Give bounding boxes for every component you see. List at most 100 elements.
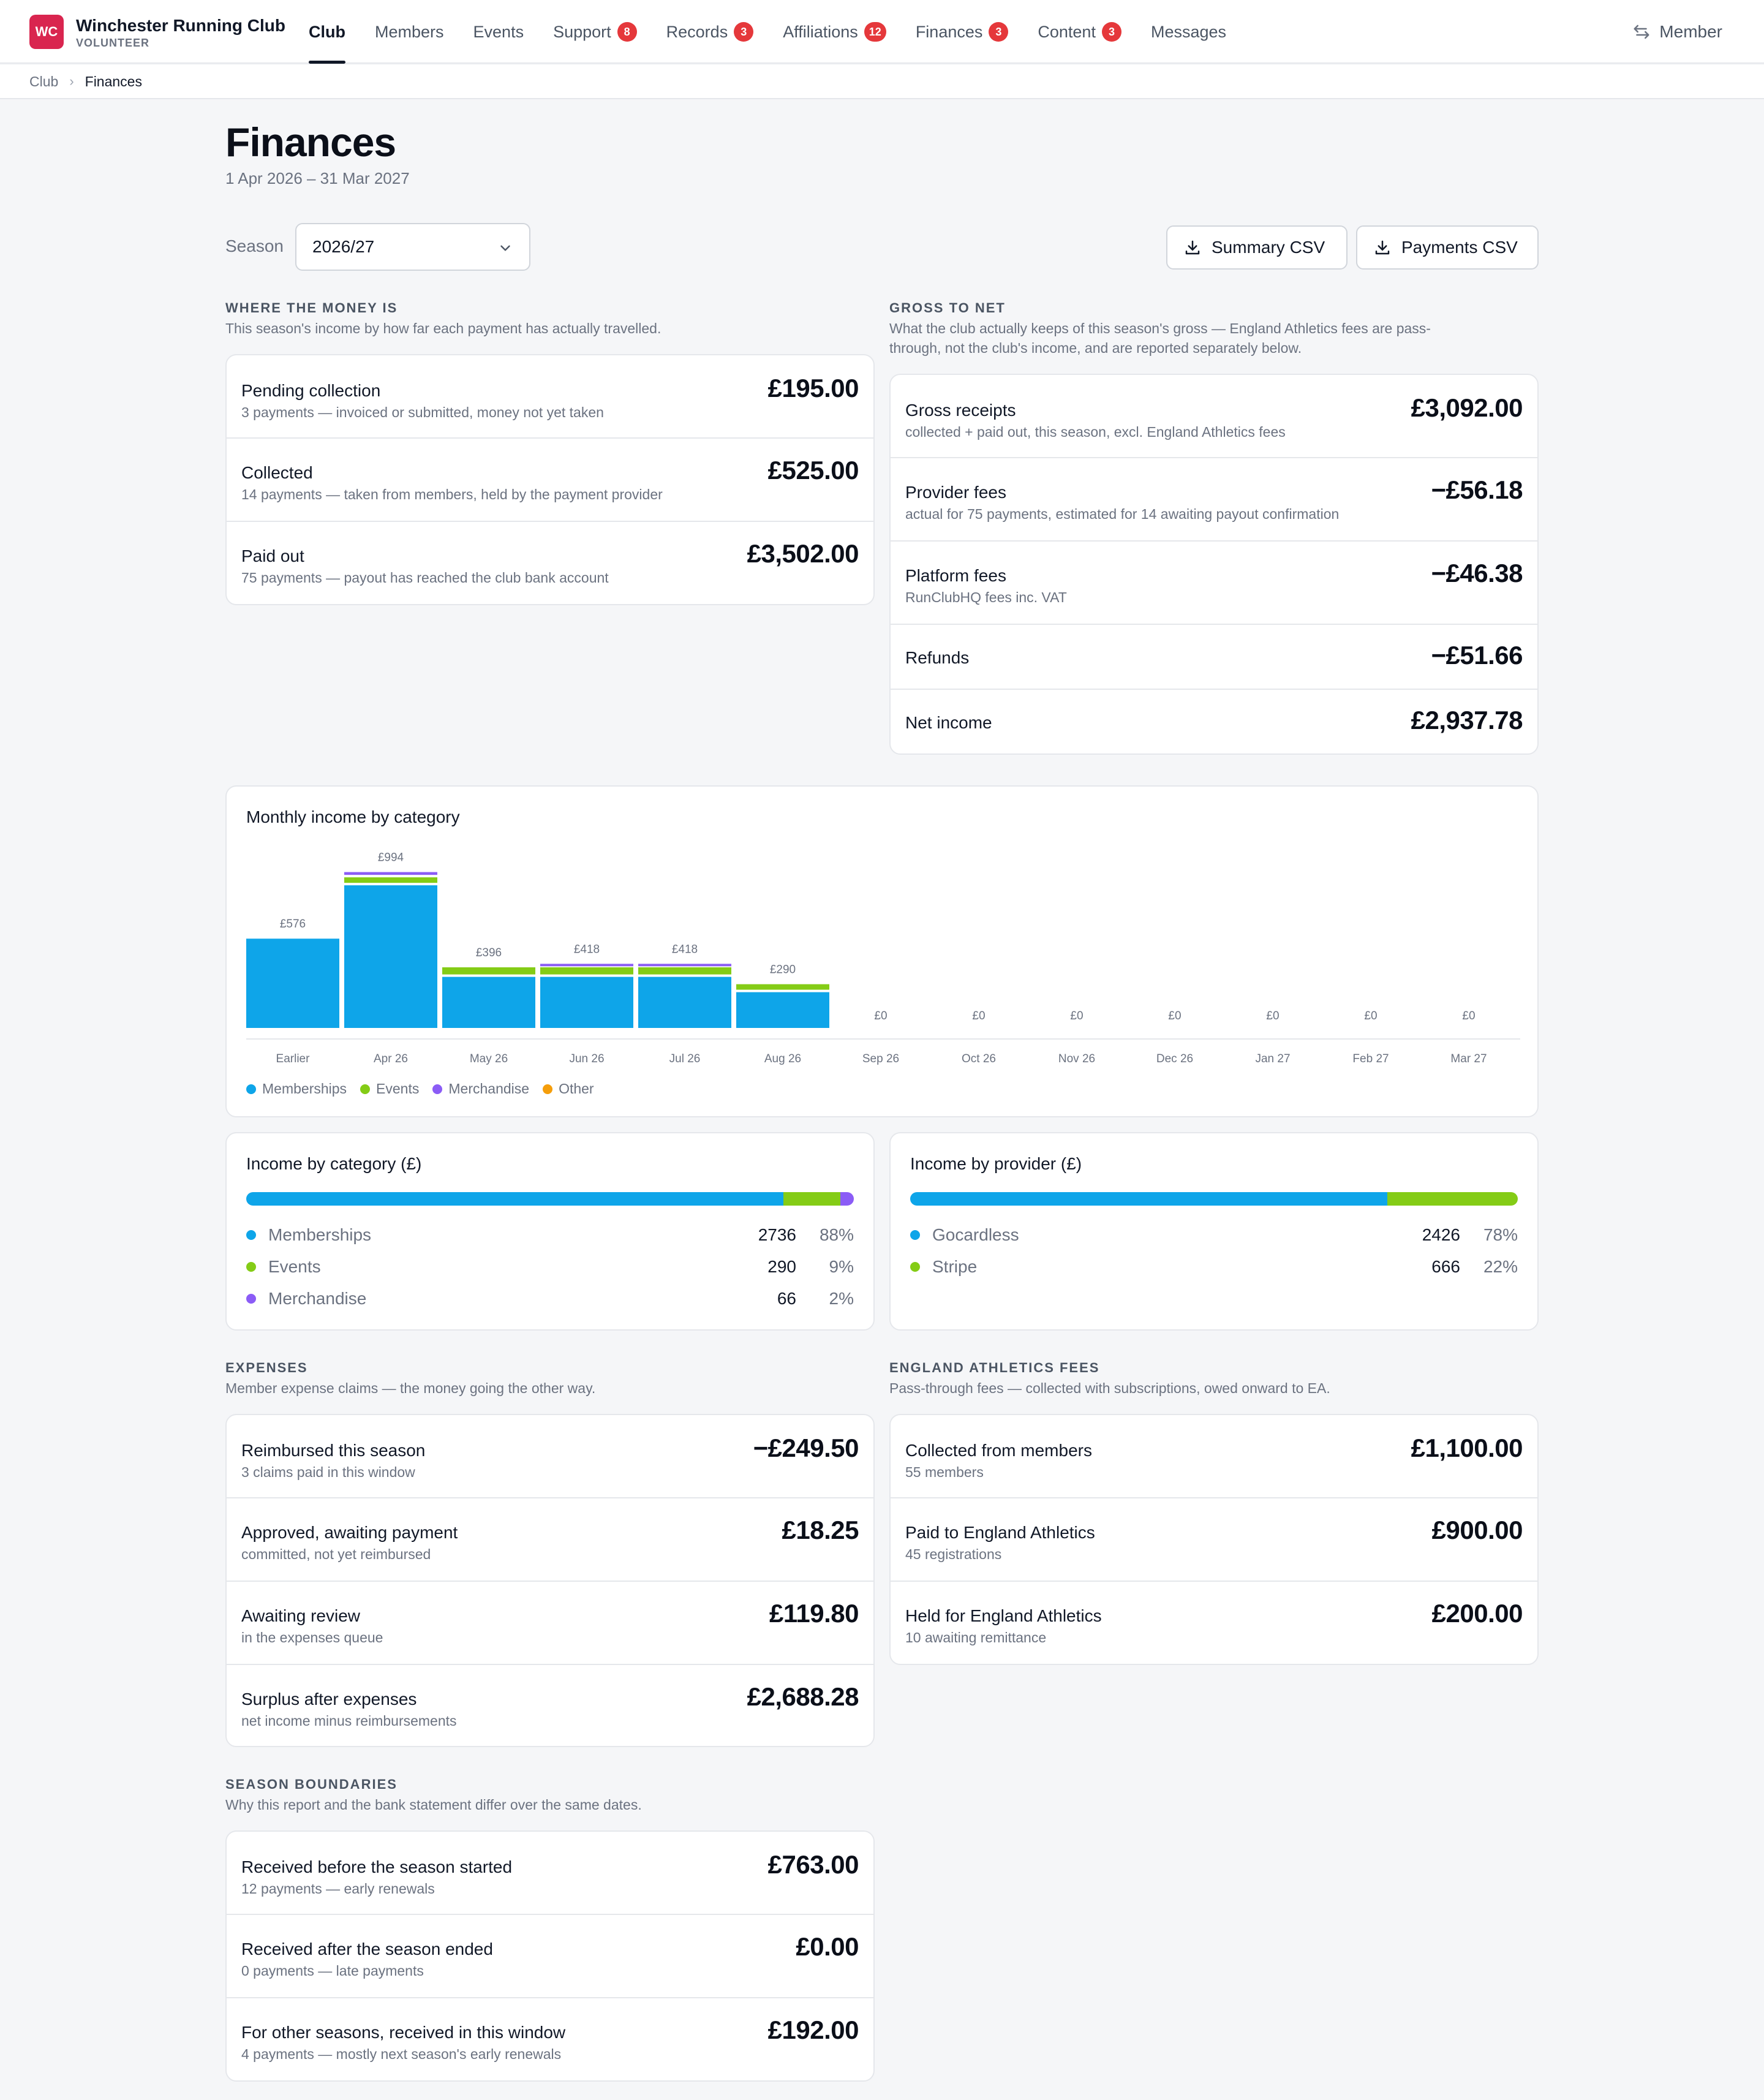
- provider-name: Gocardless: [932, 1225, 1019, 1244]
- download-icon: [1375, 240, 1390, 255]
- bar-segment-events[interactable]: [736, 984, 829, 990]
- summary-row: Held for England Athletics 10 awaiting r…: [891, 1582, 1537, 1664]
- summary-row: Received after the season ended 0 paymen…: [227, 1915, 873, 1998]
- nav-tab-content[interactable]: Content 3: [1038, 0, 1121, 64]
- breadcrumb-club-link[interactable]: Club: [29, 73, 59, 89]
- category-bar-segment-events: [783, 1192, 841, 1206]
- season-date-range: 1 Apr 2026 – 31 Mar 2027: [225, 169, 410, 187]
- bar-segment-events[interactable]: [344, 877, 437, 883]
- income-by-provider-card: Income by provider (£) Gocardless 2426 78%…: [889, 1132, 1539, 1331]
- row-amount: £763.00: [767, 1850, 859, 1879]
- provider-amount: 2426: [1422, 1225, 1460, 1244]
- row-description: 12 payments — early renewals: [241, 1881, 435, 1897]
- bar-total-label: £0: [1364, 1010, 1377, 1022]
- bar-segment-events[interactable]: [638, 967, 731, 975]
- legend-dot-icon: [910, 1230, 920, 1240]
- nav-tab-records[interactable]: Records 3: [666, 0, 754, 64]
- nav-tab-label: Events: [473, 22, 524, 41]
- nav-tab-affiliations[interactable]: Affiliations 12: [783, 0, 886, 64]
- legend-label: Events: [376, 1081, 420, 1097]
- bar-segment-memberships[interactable]: [246, 939, 339, 1028]
- bar-segment-events[interactable]: [540, 967, 633, 975]
- row-description: RunClubHQ fees inc. VAT: [905, 589, 1067, 605]
- season-boundaries-title: SEASON BOUNDARIES: [225, 1777, 398, 1792]
- where-money-card: Pending collection 3 payments — invoiced…: [225, 354, 875, 605]
- bar-segment-merchandise[interactable]: [638, 964, 731, 967]
- income-by-category-bar: [246, 1192, 854, 1206]
- row-amount: £195.00: [767, 374, 859, 402]
- payments-csv-button[interactable]: Payments CSV: [1356, 225, 1539, 270]
- season-label: Season: [225, 236, 284, 255]
- legend-dot-icon: [543, 1084, 553, 1094]
- switch-to-member-button[interactable]: Member: [1632, 0, 1722, 64]
- row-description: collected + paid out, this season, excl.…: [905, 424, 1286, 440]
- summary-row: Gross receipts collected + paid out, thi…: [891, 375, 1537, 458]
- download-icon: [1185, 240, 1200, 255]
- provider-row: Stripe 666 22%: [910, 1251, 1518, 1283]
- row-label: Received after the season ended: [241, 1939, 493, 1958]
- bar-total-label: £0: [1070, 1010, 1083, 1022]
- legend-dot-icon: [910, 1262, 920, 1272]
- nav-tab-finances[interactable]: Finances 3: [916, 0, 1009, 64]
- provider-bar-segment-gocardless: [910, 1192, 1387, 1206]
- summary-row: Collected 14 payments — taken from membe…: [227, 439, 873, 522]
- nav-tab-club[interactable]: Club: [309, 0, 345, 64]
- summary-row: Received before the season started 12 pa…: [227, 1832, 873, 1915]
- bar-total-label: £0: [972, 1010, 985, 1022]
- payments-csv-label: Payments CSV: [1401, 238, 1518, 257]
- nav-tab-label: Affiliations: [783, 22, 858, 41]
- bar-segment-merchandise[interactable]: [344, 872, 437, 875]
- bar-total-label: £396: [476, 946, 502, 959]
- x-tick-label: Jul 26: [669, 1052, 701, 1065]
- bar-total-label: £418: [672, 943, 698, 956]
- bar-segment-memberships[interactable]: [540, 976, 633, 1028]
- nav-tab-label: Content: [1038, 22, 1096, 41]
- summary-csv-button[interactable]: Summary CSV: [1166, 225, 1348, 270]
- nav-tab-messages[interactable]: Messages: [1151, 0, 1226, 64]
- nav-tab-events[interactable]: Events: [473, 0, 524, 64]
- row-label: Net income: [905, 713, 992, 732]
- income-by-provider-bar: [910, 1192, 1518, 1206]
- row-label: Refunds: [905, 648, 970, 667]
- category-row: Memberships 2736 88%: [246, 1219, 854, 1251]
- summary-row: Surplus after expenses net income minus …: [227, 1665, 873, 1746]
- category-row: Events 290 9%: [246, 1251, 854, 1283]
- nav-tab-support[interactable]: Support 8: [553, 0, 637, 64]
- bar-segment-memberships[interactable]: [442, 976, 535, 1028]
- club-logo[interactable]: WC: [29, 15, 64, 49]
- chevron-down-icon: [500, 245, 510, 251]
- category-percent: 88%: [819, 1225, 854, 1244]
- gross-to-net-title: GROSS TO NET: [889, 300, 1006, 315]
- row-amount: −£46.38: [1431, 559, 1523, 587]
- row-label: Surplus after expenses: [241, 1690, 417, 1709]
- legend-dot-icon: [246, 1294, 256, 1304]
- x-tick-label: Oct 26: [962, 1052, 996, 1065]
- nav-tab-members[interactable]: Members: [375, 0, 444, 64]
- season-boundaries-card: Received before the season started 12 pa…: [225, 1830, 875, 2082]
- ea-fees-card: Collected from members 55 members £1,100…: [889, 1414, 1539, 1665]
- row-amount: £200.00: [1431, 1599, 1523, 1628]
- bar-total-label: £0: [874, 1010, 887, 1022]
- season-select-value: 2026/27: [312, 237, 375, 256]
- summary-row: Awaiting review in the expenses queue £1…: [227, 1582, 873, 1665]
- category-bar-segment-memberships: [246, 1192, 783, 1206]
- bar-segment-memberships[interactable]: [736, 992, 829, 1028]
- season-select[interactable]: 2026/27: [295, 223, 530, 271]
- row-amount: £0.00: [796, 1932, 859, 1961]
- row-description: 75 payments — payout has reached the clu…: [241, 570, 609, 586]
- bar-total-label: £0: [1266, 1010, 1279, 1022]
- row-label: For other seasons, received in this wind…: [241, 2023, 566, 2042]
- x-tick-label: Dec 26: [1156, 1052, 1193, 1065]
- club-name[interactable]: Winchester Running Club: [76, 16, 285, 35]
- row-description: in the expenses queue: [241, 1630, 383, 1645]
- notification-badge: 3: [1101, 22, 1121, 42]
- row-description: 3 claims paid in this window: [241, 1464, 415, 1480]
- summary-row: Collected from members 55 members £1,100…: [891, 1415, 1537, 1498]
- bar-segment-events[interactable]: [442, 967, 535, 975]
- bar-segment-memberships[interactable]: [344, 885, 437, 1028]
- provider-name: Stripe: [932, 1257, 978, 1276]
- bar-segment-memberships[interactable]: [638, 976, 731, 1028]
- row-label: Provider fees: [905, 483, 1006, 502]
- bar-segment-merchandise[interactable]: [540, 964, 633, 967]
